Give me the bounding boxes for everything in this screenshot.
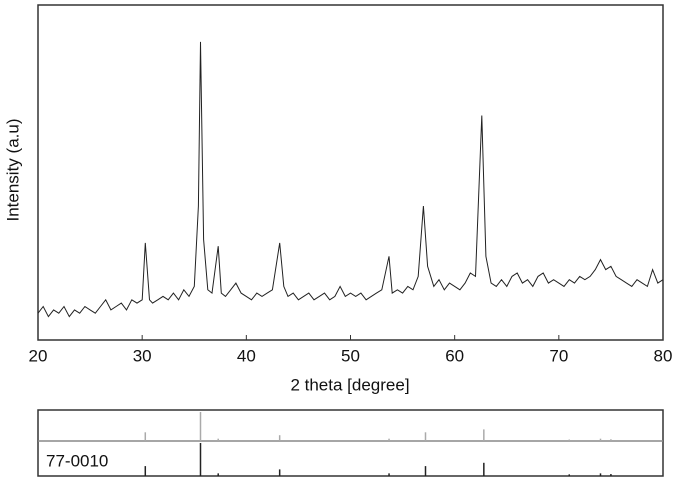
x-tick-label: 40	[237, 346, 256, 365]
x-tick-label: 50	[341, 346, 360, 365]
plot-frame	[37, 4, 664, 341]
x-tick-label: 60	[445, 346, 464, 365]
x-tick-label: 20	[29, 346, 48, 365]
reference-label: 77-0010	[46, 451, 108, 470]
x-tick-label: 70	[549, 346, 568, 365]
reference-frame	[37, 409, 664, 477]
x-axis-label: 2 theta [degree]	[290, 375, 409, 394]
data-line	[37, 41, 664, 318]
y-axis-label: Intensity (a.u)	[3, 119, 22, 222]
x-tick-label: 30	[133, 346, 152, 365]
x-tick-label: 80	[654, 346, 673, 365]
